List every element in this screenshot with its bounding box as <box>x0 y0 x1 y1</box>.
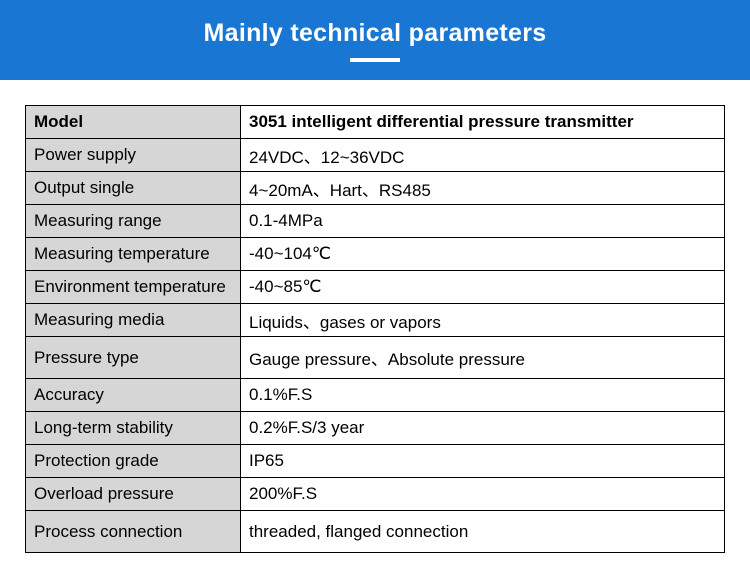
table-row: Pressure typeGauge pressure、Absolute pre… <box>26 337 725 379</box>
table-row: Accuracy0.1%F.S <box>26 379 725 412</box>
table-row: Protection gradeIP65 <box>26 445 725 478</box>
spec-label: Protection grade <box>26 445 241 478</box>
spec-label: Environment temperature <box>26 271 241 304</box>
spec-value: 0.1-4MPa <box>241 205 725 238</box>
spec-label: Pressure type <box>26 337 241 379</box>
spec-value: 200%F.S <box>241 478 725 511</box>
spec-value: 3051 intelligent differential pressure t… <box>241 106 725 139</box>
header-banner: Mainly technical parameters <box>0 0 750 80</box>
page-title: Mainly technical parameters <box>204 19 547 48</box>
title-underline <box>350 58 400 62</box>
table-row: Measuring temperature-40~104℃ <box>26 238 725 271</box>
spec-value: IP65 <box>241 445 725 478</box>
spec-value: threaded, flanged connection <box>241 511 725 553</box>
table-row: Overload pressure200%F.S <box>26 478 725 511</box>
table-row: Process connectionthreaded, flanged conn… <box>26 511 725 553</box>
spec-value: Gauge pressure、Absolute pressure <box>241 337 725 379</box>
spec-value: 4~20mA、Hart、RS485 <box>241 172 725 205</box>
table-row: Environment temperature-40~85℃ <box>26 271 725 304</box>
spec-label: Accuracy <box>26 379 241 412</box>
table-row: Measuring range0.1-4MPa <box>26 205 725 238</box>
spec-value: 0.2%F.S/3 year <box>241 412 725 445</box>
table-row: Power supply24VDC、12~36VDC <box>26 139 725 172</box>
spec-label: Long-term stability <box>26 412 241 445</box>
table-row: Output single4~20mA、Hart、RS485 <box>26 172 725 205</box>
spec-label: Power supply <box>26 139 241 172</box>
spec-label: Measuring media <box>26 304 241 337</box>
spec-table: Model3051 intelligent differential press… <box>25 105 725 553</box>
spec-value: 24VDC、12~36VDC <box>241 139 725 172</box>
spec-label: Measuring temperature <box>26 238 241 271</box>
spec-value: -40~85℃ <box>241 271 725 304</box>
spec-label: Overload pressure <box>26 478 241 511</box>
spec-label: Model <box>26 106 241 139</box>
spec-value: Liquids、gases or vapors <box>241 304 725 337</box>
spec-value: 0.1%F.S <box>241 379 725 412</box>
table-row: Model3051 intelligent differential press… <box>26 106 725 139</box>
spec-value: -40~104℃ <box>241 238 725 271</box>
spec-label: Measuring range <box>26 205 241 238</box>
spec-label: Output single <box>26 172 241 205</box>
spec-table-container: Model3051 intelligent differential press… <box>0 80 750 553</box>
spec-label: Process connection <box>26 511 241 553</box>
spec-table-body: Model3051 intelligent differential press… <box>26 106 725 553</box>
table-row: Measuring mediaLiquids、gases or vapors <box>26 304 725 337</box>
table-row: Long-term stability0.2%F.S/3 year <box>26 412 725 445</box>
